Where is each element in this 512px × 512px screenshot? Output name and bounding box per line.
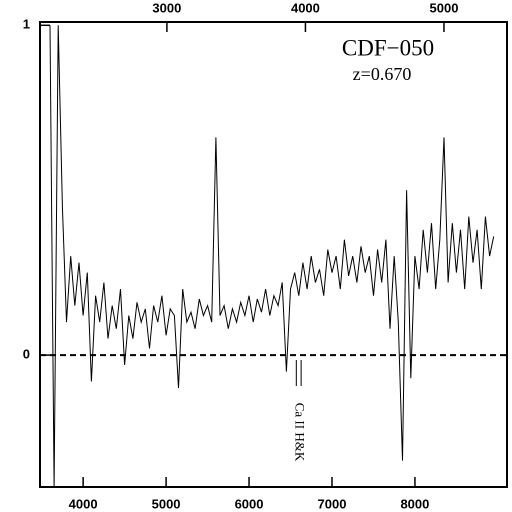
x-tick-label: 4000: [69, 496, 98, 511]
y-tick-label: 1: [23, 17, 30, 32]
feature-label: Ca II H&K: [293, 403, 308, 462]
x2-tick-label: 3000: [152, 0, 181, 15]
plot-frame: [39, 21, 508, 488]
x-tick-label: 8000: [400, 496, 429, 511]
redshift: z=0.670: [353, 64, 412, 84]
x-tick-label: 6000: [235, 496, 264, 511]
object-name: CDF−050: [342, 35, 434, 60]
x-tick-label: 5000: [152, 496, 181, 511]
spectrum-line: [49, 25, 495, 487]
x2-tick-label: 5000: [430, 0, 459, 15]
x2-tick-label: 4000: [291, 0, 320, 15]
y-tick-label: 0: [23, 347, 30, 362]
x-tick-label: 7000: [318, 496, 347, 511]
